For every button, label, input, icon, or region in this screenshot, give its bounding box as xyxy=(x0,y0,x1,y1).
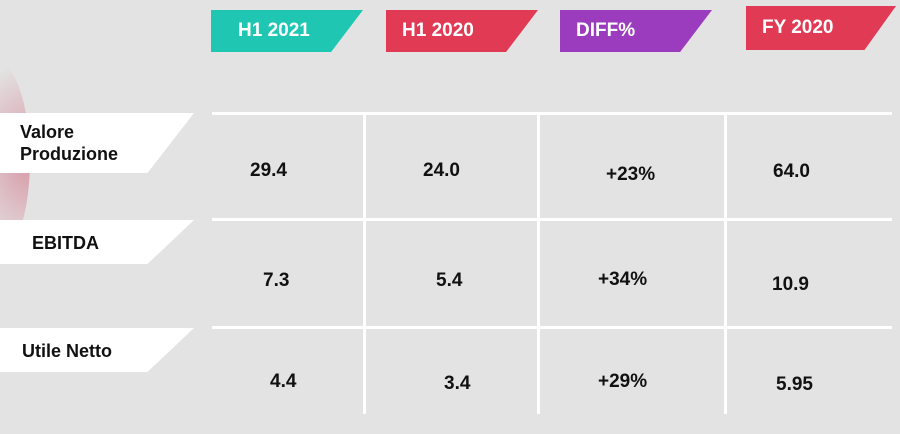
cell-utile-h1-2020: 3.4 xyxy=(444,373,471,394)
column-divider xyxy=(537,112,540,414)
row-label-ebitda: EBITDA xyxy=(0,220,194,264)
cell-utile-fy-2020: 5.95 xyxy=(776,374,813,395)
cell-ebitda-h1-2021: 7.3 xyxy=(263,270,290,291)
header-label: FY 2020 xyxy=(762,17,834,38)
row-label-line: Produzione xyxy=(20,144,118,164)
cell-ebitda-diff: +34% xyxy=(598,269,648,290)
row-label-utile-netto: Utile Netto xyxy=(0,328,194,372)
row-label-line: Valore xyxy=(20,122,75,142)
row-label-text: EBITDA xyxy=(32,233,99,253)
cell-utile-h1-2021: 4.4 xyxy=(270,371,297,392)
cell-utile-diff: +29% xyxy=(598,371,648,392)
header-label: H1 2021 xyxy=(238,20,310,41)
cell-ebitda-fy-2020: 10.9 xyxy=(772,274,809,295)
row-label-text: Utile Netto xyxy=(22,341,112,361)
table-rule xyxy=(212,112,892,115)
table-rule xyxy=(212,326,892,329)
header-h1-2021: H1 2021 xyxy=(211,10,363,52)
table-rule xyxy=(212,218,892,221)
cell-valore-fy-2020: 64.0 xyxy=(773,161,810,182)
header-fy-2020: FY 2020 xyxy=(746,6,896,50)
row-label-valore-produzione: Valore Produzione xyxy=(0,113,194,173)
column-divider xyxy=(363,112,366,414)
header-label: DIFF% xyxy=(576,20,636,41)
cell-valore-h1-2021: 29.4 xyxy=(250,160,287,181)
cell-valore-diff: +23% xyxy=(606,164,656,185)
header-diff-percent: DIFF% xyxy=(560,10,712,52)
column-divider xyxy=(724,112,727,414)
header-h1-2020: H1 2020 xyxy=(386,10,538,52)
cell-valore-h1-2020: 24.0 xyxy=(423,160,460,181)
cell-ebitda-h1-2020: 5.4 xyxy=(436,270,463,291)
header-label: H1 2020 xyxy=(402,20,474,41)
